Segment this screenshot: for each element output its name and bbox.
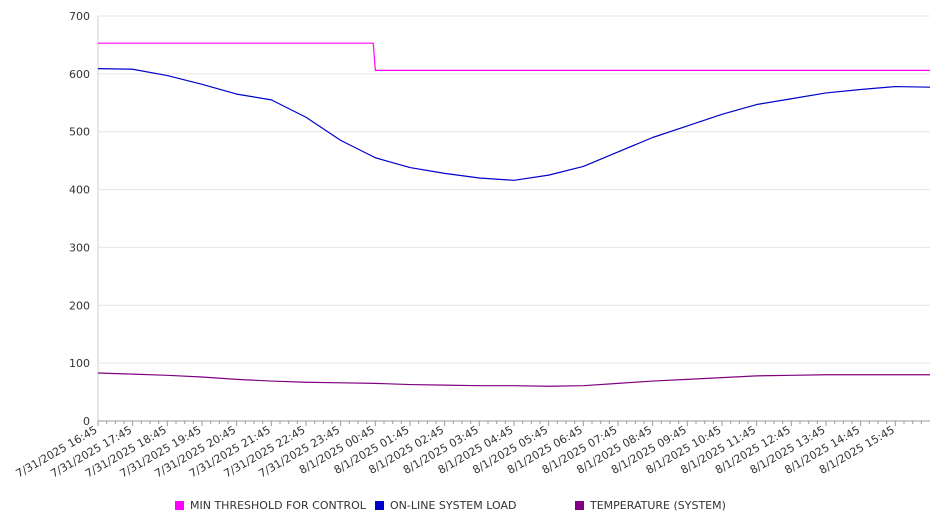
series-line-1 bbox=[97, 68, 931, 181]
gridlines bbox=[98, 15, 930, 422]
y-tick-label: 700 bbox=[69, 10, 90, 23]
series-lines bbox=[97, 42, 931, 387]
legend-swatch-min-threshold bbox=[175, 501, 184, 510]
y-tick-label: 0 bbox=[83, 415, 90, 428]
series-line-2 bbox=[97, 372, 930, 387]
legend-label-temperature: TEMPERATURE (SYSTEM) bbox=[590, 499, 726, 512]
y-tick-label: 100 bbox=[69, 357, 90, 370]
series-line-0 bbox=[98, 42, 930, 71]
x-axis-tick-labels: 7/31/2025 16:457/31/2025 17:457/31/2025 … bbox=[14, 423, 897, 480]
legend-item-system-load[interactable]: ON-LINE SYSTEM LOAD bbox=[375, 499, 516, 512]
legend-label-system-load: ON-LINE SYSTEM LOAD bbox=[390, 499, 517, 512]
legend-item-min-threshold[interactable]: MIN THRESHOLD FOR CONTROL bbox=[175, 499, 366, 512]
y-tick-label: 200 bbox=[69, 299, 90, 312]
y-tick-label: 400 bbox=[69, 184, 90, 197]
legend-item-temperature[interactable]: TEMPERATURE (SYSTEM) bbox=[575, 499, 726, 512]
legend-swatch-temperature bbox=[575, 501, 584, 510]
y-tick-label: 500 bbox=[69, 126, 90, 139]
axes bbox=[97, 16, 930, 426]
legend: MIN THRESHOLD FOR CONTROL ON-LINE SYSTEM… bbox=[0, 499, 946, 513]
y-axis-tick-labels: 0 100 200 300 400 500 600 700 bbox=[69, 10, 90, 428]
y-tick-label: 300 bbox=[69, 241, 90, 254]
legend-label-min-threshold: MIN THRESHOLD FOR CONTROL bbox=[190, 499, 366, 512]
y-tick-label: 600 bbox=[69, 68, 90, 81]
legend-swatch-system-load bbox=[375, 501, 384, 510]
